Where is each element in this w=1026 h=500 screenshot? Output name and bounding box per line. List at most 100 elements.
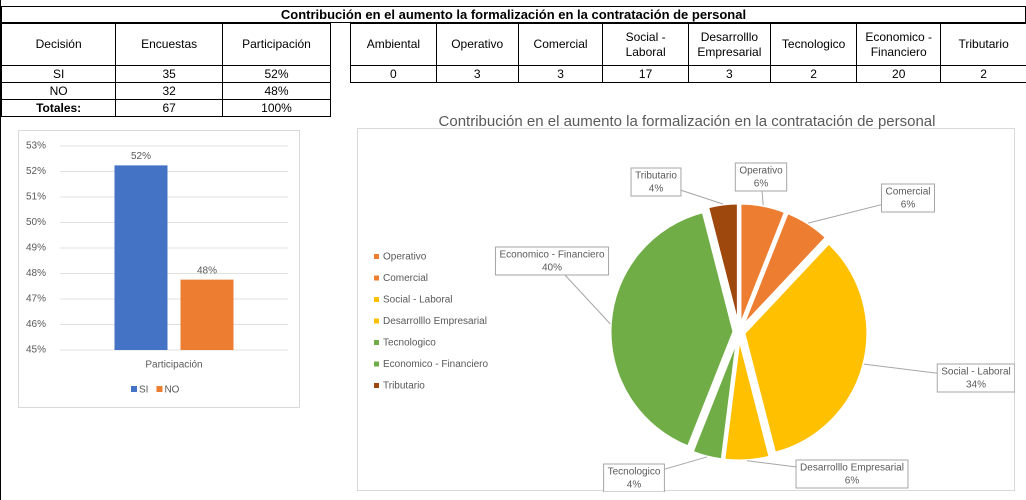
legend-label: Economico - Financiero — [383, 359, 488, 370]
cell: 32 — [115, 82, 223, 100]
header-text: Social - Laboral — [625, 29, 666, 59]
header-text: Decisión — [35, 37, 82, 51]
cell: NO — [1, 82, 117, 100]
header-text: Desarrolllo Empresarial — [697, 29, 762, 59]
callout-box — [494, 246, 610, 276]
bar-value-label: 52% — [131, 151, 151, 162]
y-tick-label: 53% — [26, 141, 46, 152]
header-cell: Desarrolllo Empresarial — [687, 23, 772, 66]
header-cell: Ambiental — [350, 23, 437, 66]
y-tick-label: 47% — [26, 294, 46, 305]
slice-value-label: 6% — [754, 179, 769, 190]
header-cell: Tributario — [940, 23, 1026, 66]
legend-label: Social - Laboral — [383, 295, 452, 306]
header-text: Ambiental — [366, 37, 421, 51]
slice-value-label: 34% — [966, 380, 986, 391]
cell: 35 — [115, 65, 223, 83]
y-tick-label: 48% — [26, 268, 46, 279]
legend-swatch — [374, 383, 379, 388]
pie-slice — [742, 240, 870, 456]
y-tick-label: 52% — [26, 166, 46, 177]
header-cell: Participación — [221, 23, 332, 66]
bar-chart: 45% 46% 47% 48% 49% 50% 51% 52% 53% Participación… — [18, 130, 300, 408]
category-table: Ambiental Operativo Comercial Social - Labo… — [350, 23, 1026, 83]
slice-value-label: 6% — [845, 476, 860, 487]
header-text: Comercial — [533, 37, 588, 51]
header-cell: Decisión — [1, 23, 117, 66]
header-cell: Encuestas — [115, 23, 223, 66]
header-row: Ambiental Operativo Comercial Social - Labo… — [350, 23, 1026, 66]
summary-table: Decisión Encuestas Participación SI 35 52% NO 3… — [1, 23, 332, 117]
legend-swatch — [131, 386, 137, 392]
y-tick-label: 51% — [26, 192, 46, 203]
slice-name: Social - Laboral — [941, 367, 1010, 378]
cell: SI — [1, 65, 117, 83]
header-text: Tributario — [958, 37, 1009, 51]
legend-label: NO — [164, 385, 179, 396]
legend-label: Operativo — [383, 252, 427, 263]
slice-name: Desarrolllo Empresarial — [800, 463, 904, 474]
callout-box — [630, 167, 682, 197]
callout-box — [734, 162, 788, 192]
slice-value-label: 6% — [901, 200, 916, 211]
slice-value-label: 4% — [649, 184, 664, 195]
slice-name: Economico - Financiero — [499, 250, 604, 261]
header-text: Encuestas — [141, 37, 198, 51]
row: NO 32 48% — [1, 82, 332, 100]
legend-swatch — [156, 386, 163, 392]
cell: 52% — [221, 65, 332, 83]
row: SI 35 52% — [1, 65, 332, 83]
bar-value-label: 48% — [197, 265, 217, 276]
legend-label: SI — [139, 385, 148, 396]
pie-slice — [722, 336, 772, 463]
cell: 3 — [687, 65, 772, 83]
cell: 3 — [517, 65, 604, 83]
legend-label: Comercial — [383, 273, 428, 284]
callout-box — [936, 363, 1015, 393]
slice-name: Operativo — [739, 166, 783, 177]
header-cell: Tecnologico — [770, 23, 858, 66]
bar — [114, 165, 168, 350]
header-text: Tecnologico — [781, 37, 846, 51]
slice-name: Tecnologico — [608, 467, 661, 478]
slice-name: Comercial — [885, 187, 930, 198]
cell: 67 — [115, 99, 223, 117]
legend-swatch — [374, 318, 379, 324]
header-cell: Comercial — [517, 23, 604, 66]
cell: 2 — [940, 65, 1026, 83]
chart-title: Contribución en el aumento la formalizac… — [439, 113, 936, 130]
row: 0 3 3 17 3 2 20 2 — [350, 65, 1026, 83]
cell: 3 — [435, 65, 519, 83]
legend-swatch — [374, 275, 379, 281]
legend-label: Tributario — [383, 381, 425, 392]
cell: 20 — [856, 65, 942, 83]
cell: 0 — [350, 65, 437, 83]
header-cell: Social - Laboral — [602, 23, 689, 66]
header-text: Participación — [242, 37, 311, 51]
legend-swatch — [374, 340, 379, 345]
cell: 100% — [221, 99, 332, 117]
header-text: Operativo — [451, 37, 504, 51]
header-cell: Operativo — [435, 23, 519, 66]
y-tick-label: 49% — [26, 243, 46, 254]
x-tick-label: Participación — [145, 360, 202, 371]
row: Totales: 67 100% — [1, 99, 332, 117]
y-tick-label: 46% — [26, 319, 46, 330]
header-cell: Economico - Financiero — [856, 23, 942, 66]
cell: Totales: — [1, 99, 117, 117]
slice-value-label: 40% — [542, 263, 562, 274]
cell: 48% — [221, 82, 332, 100]
header-row: Decisión Encuestas Participación — [1, 23, 332, 66]
y-tick-label: 45% — [26, 345, 46, 356]
legend-swatch — [374, 254, 379, 259]
bar — [180, 279, 234, 350]
callout-box — [603, 463, 665, 492]
pie-slice — [608, 209, 736, 449]
sheet-title: Contribución en el aumento la formalizac… — [1, 6, 1026, 23]
legend-swatch — [374, 361, 379, 367]
legend-swatch — [374, 297, 379, 302]
callout-box — [880, 183, 936, 213]
cell: 2 — [770, 65, 858, 83]
legend-label: Tecnologico — [383, 338, 436, 349]
